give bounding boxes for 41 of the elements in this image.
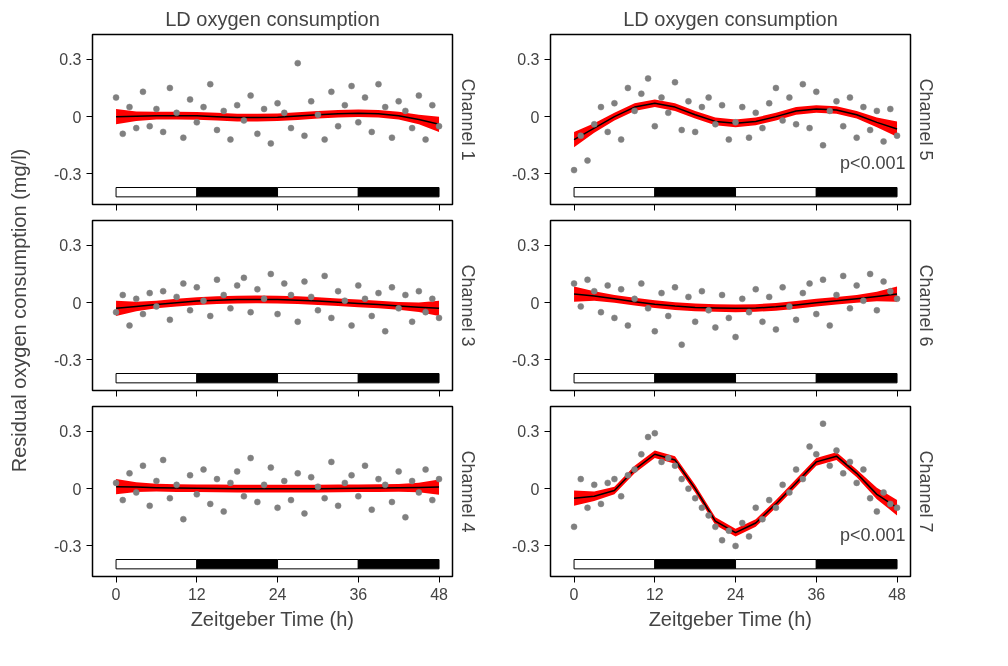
y-tick-label: 0 (530, 294, 540, 312)
x-axis-title: Zeitgeber Time (h) (648, 607, 813, 630)
text: Channel 7 (915, 450, 936, 533)
y-tick-label: -0.3 (53, 165, 82, 183)
x-tick-label: 12 (645, 585, 664, 603)
y-tick-label: -0.3 (511, 351, 540, 369)
x-axis-title: Zeitgeber Time (h) (190, 607, 355, 630)
y-tick-label: -0.3 (511, 537, 540, 555)
y-tick-label: 0 (72, 480, 82, 498)
y-axis-title: Residual oxygen consumption (mg/l) (7, 148, 30, 473)
y-tick-label: 0 (72, 108, 82, 126)
y-tick-label: 0.3 (59, 237, 82, 255)
y-tick-label: 0.3 (517, 51, 540, 69)
x-tick-label: 24 (726, 585, 745, 603)
x-tick-label: 36 (349, 585, 368, 603)
x-tick-label: 36 (807, 585, 826, 603)
x-tick-label: 24 (268, 585, 287, 603)
chart-title: LD oxygen consumption (623, 7, 838, 30)
y-tick-label: 0 (530, 108, 540, 126)
annotation: p<0.001 (839, 152, 906, 173)
x-tick-label: 48 (430, 585, 449, 603)
y-tick-label: 0 (530, 480, 540, 498)
text: Channel 6 (915, 264, 936, 347)
y-tick-label: -0.3 (511, 165, 540, 183)
text: Channel 4 (457, 450, 478, 533)
chart-title: LD oxygen consumption (165, 7, 380, 30)
x-tick-label: 12 (187, 585, 206, 603)
text: Channel 1 (457, 78, 478, 161)
y-tick-label: 0.3 (59, 51, 82, 69)
text: Channel 5 (915, 78, 936, 161)
annotation: p<0.001 (839, 524, 906, 545)
x-tick-label: 0 (569, 585, 579, 603)
x-tick-label: 0 (111, 585, 121, 603)
y-tick-label: 0.3 (59, 423, 82, 441)
text: Channel 3 (457, 264, 478, 347)
x-tick-label: 48 (888, 585, 907, 603)
y-tick-label: -0.3 (53, 351, 82, 369)
y-tick-label: 0.3 (517, 237, 540, 255)
y-tick-label: 0 (72, 294, 82, 312)
y-tick-label: 0.3 (517, 423, 540, 441)
y-tick-label: -0.3 (53, 537, 82, 555)
